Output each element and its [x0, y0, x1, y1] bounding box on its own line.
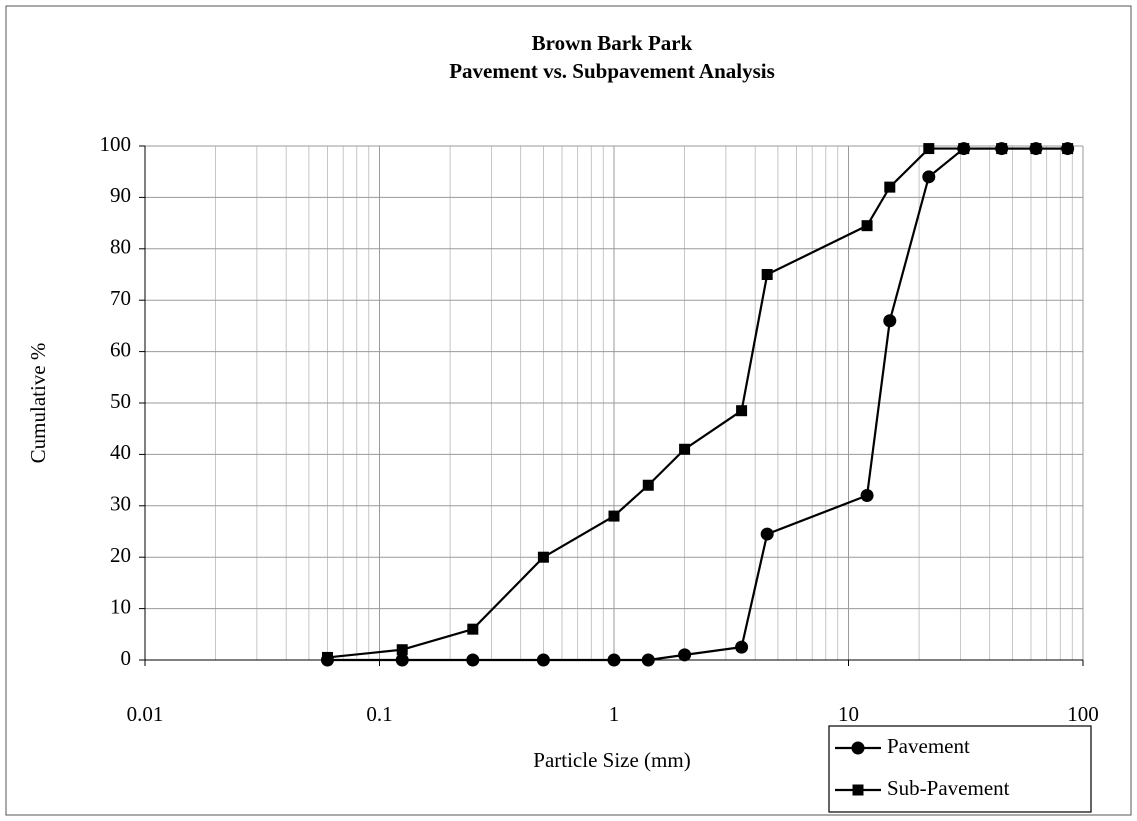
point — [736, 405, 748, 417]
legend-box — [828, 725, 1092, 813]
point — [679, 443, 691, 455]
point — [642, 479, 654, 491]
y-tick-label: 40 — [110, 440, 131, 464]
legend-label: Pavement — [887, 734, 970, 758]
y-tick-label: 30 — [110, 492, 131, 516]
y-axis-label: Cumulative % — [26, 343, 50, 464]
chart-subtitle: Pavement vs. Subpavement Analysis — [449, 59, 775, 83]
point — [641, 653, 655, 667]
point — [761, 269, 773, 280]
x-tick-label: 100 — [1067, 702, 1099, 726]
y-tick-label: 10 — [110, 594, 131, 618]
point — [735, 640, 749, 654]
legend-label: Sub-Pavement — [887, 776, 1010, 800]
point — [923, 143, 935, 155]
point — [883, 314, 897, 328]
y-tick-label: 90 — [110, 183, 131, 207]
chart-title: Brown Bark Park — [532, 31, 693, 55]
y-tick-label: 20 — [110, 543, 131, 567]
point — [1062, 143, 1074, 155]
point — [607, 653, 621, 667]
point — [996, 143, 1008, 155]
series-line — [327, 147, 1068, 659]
point — [608, 510, 620, 522]
point — [860, 489, 874, 503]
point — [537, 551, 549, 563]
point — [922, 170, 936, 184]
point — [395, 653, 409, 667]
point — [536, 653, 550, 667]
x-tick-label: 10 — [838, 702, 859, 726]
y-tick-label: 0 — [121, 646, 132, 670]
y-tick-label: 50 — [110, 389, 131, 413]
point — [760, 527, 774, 541]
y-tick-label: 100 — [100, 132, 132, 156]
x-tick-label: 0.01 — [127, 702, 164, 726]
y-tick-label: 60 — [110, 337, 131, 361]
point — [884, 181, 896, 193]
point — [467, 623, 479, 635]
point — [678, 648, 692, 662]
x-axis-label: Particle Size (mm) — [533, 748, 690, 772]
point — [466, 653, 480, 667]
point — [861, 220, 873, 232]
legend-marker — [852, 784, 864, 796]
point — [321, 651, 333, 663]
x-tick-label: 1 — [609, 702, 620, 726]
y-tick-label: 70 — [110, 286, 131, 310]
point — [1030, 143, 1042, 155]
y-tick-label: 80 — [110, 235, 131, 259]
point — [958, 143, 970, 155]
legend-marker — [851, 741, 865, 755]
point — [396, 644, 408, 656]
x-tick-label: 0.1 — [366, 702, 392, 726]
